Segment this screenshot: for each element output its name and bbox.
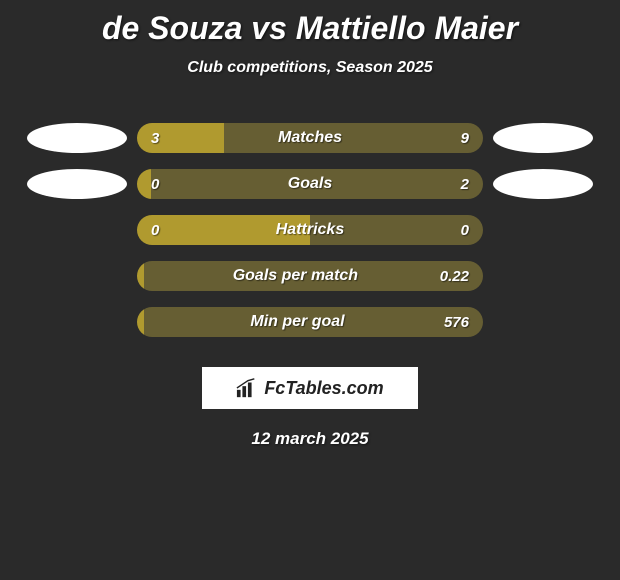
player-right-avatar <box>493 123 593 153</box>
stat-row: 3Matches9 <box>0 115 620 161</box>
player-left-avatar <box>27 169 127 199</box>
fctables-logo[interactable]: FcTables.com <box>202 367 418 409</box>
stat-bar: Min per goal576 <box>137 307 483 337</box>
stat-bar-left <box>137 169 151 199</box>
stat-row: Goals per match0.22 <box>0 253 620 299</box>
stat-bar: 3Matches9 <box>137 123 483 153</box>
stat-row: 0Goals2 <box>0 161 620 207</box>
stat-bar-left <box>137 307 144 337</box>
logo-text: FcTables.com <box>264 378 383 399</box>
stat-row: Min per goal576 <box>0 299 620 345</box>
stat-bar-bg <box>137 261 483 291</box>
player-right-avatar <box>493 169 593 199</box>
stat-bar-right <box>224 123 484 153</box>
comparison-subtitle: Club competitions, Season 2025 <box>0 59 620 77</box>
comparison-date: 12 march 2025 <box>0 429 620 449</box>
stat-bar: Goals per match0.22 <box>137 261 483 291</box>
stat-bar-right <box>310 215 483 245</box>
stat-bar-right <box>144 261 483 291</box>
player-left-avatar <box>27 123 127 153</box>
comparison-title: de Souza vs Mattiello Maier <box>0 0 620 47</box>
bar-chart-icon <box>236 378 258 398</box>
stat-bar-right <box>151 169 483 199</box>
stat-bar-left <box>137 215 310 245</box>
stat-row: 0Hattricks0 <box>0 207 620 253</box>
stat-bar-bg <box>137 307 483 337</box>
stat-bar: 0Hattricks0 <box>137 215 483 245</box>
stat-bar: 0Goals2 <box>137 169 483 199</box>
stat-bar-left <box>137 261 144 291</box>
stat-bar-right <box>144 307 483 337</box>
stats-container: 3Matches9 0Goals2 0Hattricks0 Goals per mat… <box>0 115 620 345</box>
stat-bar-left <box>137 123 224 153</box>
stat-bar-bg <box>137 215 483 245</box>
stat-bar-bg <box>137 123 483 153</box>
stat-bar-bg <box>137 169 483 199</box>
